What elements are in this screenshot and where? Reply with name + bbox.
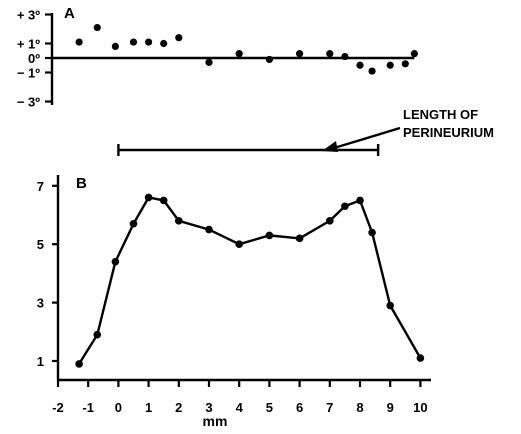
panel-a-data-point <box>341 52 349 61</box>
panel-b-x-tick-label: 3 <box>205 400 212 415</box>
panel-a-y-tick-label: − 1º <box>17 66 40 81</box>
panel-b-y-ticks: 1 3 5 7 <box>37 179 58 369</box>
panel-b-data-point <box>205 225 213 234</box>
panel-b-x-tick-label: 5 <box>266 400 273 415</box>
panel-a-data-point <box>111 42 119 51</box>
annotation-line1: LENGTH OF <box>403 107 478 122</box>
panel-a-data-point <box>145 38 153 46</box>
panel-a-data-point <box>368 67 376 75</box>
panel-a-data-point <box>129 38 138 46</box>
panel-b-y-tick-label: 1 <box>37 354 44 369</box>
panel-a-data-point <box>296 50 304 58</box>
panel-a-data-point <box>160 39 168 48</box>
panel-b-data-point <box>265 231 274 240</box>
perineurium-length-bar <box>117 144 380 156</box>
panel-a-y-tick-label: + 3º <box>17 8 40 23</box>
panel-b-data-point <box>295 234 304 243</box>
panel-b: B 1 3 5 7 -2 -1 0 1 2 3 4 5 6 7 8 9 10 mm <box>37 175 431 429</box>
panel-b-data-point <box>416 354 425 362</box>
annotation-line2: PERINEURIUM <box>403 125 494 140</box>
panel-b-points <box>75 193 425 368</box>
panel-b-x-tick-label: 1 <box>145 400 152 415</box>
panel-b-x-tick-label: 10 <box>413 400 427 415</box>
panel-a-data-point <box>265 55 273 64</box>
panel-b-data-point <box>129 219 138 228</box>
panel-b-y-tick-label: 5 <box>37 237 44 252</box>
panel-b-data-point <box>235 240 243 248</box>
panel-a-data-point <box>401 60 409 68</box>
panel-b-x-axis-title: mm <box>203 413 228 429</box>
panel-b-label: B <box>76 175 87 192</box>
panel-b-x-tick-label: 7 <box>326 400 333 415</box>
panel-b-data-point <box>159 196 168 205</box>
panel-b-x-tick-label: -1 <box>82 400 94 415</box>
panel-a-data-point <box>410 50 418 58</box>
panel-b-x-tick-label: 4 <box>236 400 244 415</box>
panel-b-y-tick-label: 3 <box>37 296 44 311</box>
panel-b-x-tick-label: 9 <box>387 400 394 415</box>
panel-a-y-tick-label: − 3º <box>17 95 40 110</box>
panel-a-data-point <box>356 61 364 69</box>
panel-a-data-point <box>326 50 334 58</box>
perineurium-annotation: LENGTH OF PERINEURIUM <box>117 107 494 156</box>
panel-a-points <box>75 23 418 75</box>
panel-a-data-point <box>205 58 213 66</box>
panel-a-data-point <box>175 34 183 42</box>
panel-b-data-point <box>175 217 183 225</box>
panel-b-x-ticks: -2 -1 0 1 2 3 4 5 6 7 8 9 10 <box>52 380 428 415</box>
annotation-arrow-shaft <box>333 126 401 150</box>
panel-b-x-tick-label: 6 <box>296 400 303 415</box>
panel-b-y-tick-label: 7 <box>37 179 44 194</box>
panel-b-data-point <box>75 360 83 368</box>
panel-b-data-point <box>356 196 364 205</box>
panel-b-x-tick-label: 8 <box>356 400 363 415</box>
panel-b-data-point <box>341 202 349 211</box>
panel-a-data-point <box>93 23 101 32</box>
panel-b-data-point <box>144 193 153 202</box>
panel-a-y-tick-label: + 1º <box>17 37 40 52</box>
panel-b-x-tick-label: -2 <box>52 400 64 415</box>
panel-a-data-point <box>386 61 394 69</box>
panel-b-x-tick-label: 0 <box>115 400 122 415</box>
panel-b-x-tick-label: 2 <box>175 400 182 415</box>
panel-b-data-point <box>93 330 102 339</box>
panel-b-data-point <box>111 257 120 266</box>
panel-a-y-tick-label: 0º <box>28 51 40 66</box>
panel-a-data-point <box>235 50 243 58</box>
panel-b-data-point <box>368 228 376 237</box>
panel-a-label: A <box>64 5 75 22</box>
panel-a-data-point <box>75 38 83 46</box>
panel-b-data-point <box>326 217 334 225</box>
panel-b-data-point <box>386 301 395 310</box>
